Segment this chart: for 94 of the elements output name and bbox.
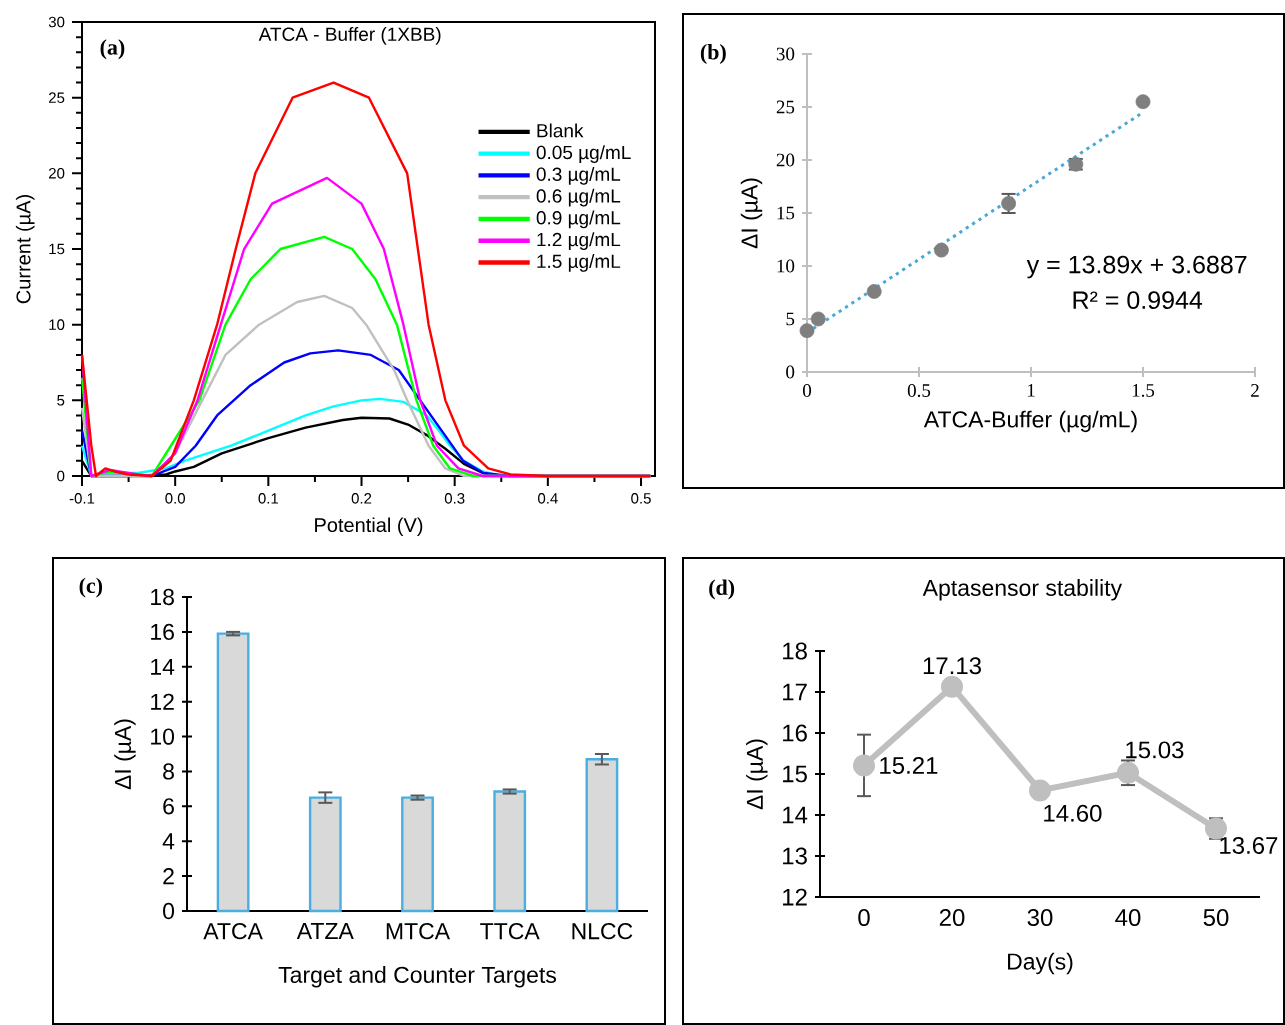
x-tick-label: -0.1 [69,493,95,504]
x-tick-label: 30 [1027,909,1053,927]
legend-label: Blank [537,123,584,138]
legend-label: 0.9 µg/mL [536,210,621,229]
annotation: R² = 0.9944 [1073,291,1203,309]
y-tick-label: 12 [783,888,807,906]
x-axis-title: ATCA-Buffer (µg/mL) [923,410,1137,433]
legend-label: 0.6 µg/mL [536,188,621,207]
y-tick-label: 13 [783,847,807,865]
y-tick-label: 10 [151,728,175,745]
x-axis-title: Potential (V) [315,517,423,537]
y-tick-label: 0 [786,365,795,379]
text: (b) [700,44,726,64]
point [1029,779,1052,802]
x-tick-label: ATCA [203,923,263,940]
y-tick-label: 10 [49,319,65,330]
y-tick-label: 14 [151,658,175,675]
x-tick-label: 0.5 [907,384,931,397]
x-tick-label: 0.3 [444,493,465,504]
y-tick-label: 17 [783,683,807,701]
y-tick-label: 2 [163,868,174,885]
y-tick-label: 15 [49,243,65,255]
y-tick-label: 18 [783,642,807,660]
point [810,311,826,327]
y-tick-label: 18 [151,588,174,606]
x-tick-label: 0 [858,909,870,927]
x-tick-label: MTCA [386,923,451,940]
y-tick-label: 10 [777,259,795,273]
y-tick-label: 16 [151,623,174,641]
legend-label: 1.2 µg/mL [537,232,621,251]
y-tick-label: 0 [57,470,65,482]
x-tick-label: 1 [1027,384,1035,397]
x-tick-label: 0.5 [631,493,651,504]
data-label: 13.67 [1220,836,1278,854]
chart-title: Aptasensor stability [922,579,1123,601]
point [1135,94,1151,110]
annotation: (a) [100,39,125,60]
text: (d) [709,579,735,600]
data-label: 14.60 [1044,804,1102,822]
legend-label: 0.05 µg/mL [536,145,631,163]
y-tick-label: 30 [776,47,795,61]
y-tick-label: 20 [49,168,65,179]
bar [585,758,619,913]
data-label: 15.21 [880,756,938,774]
legend-label: 0.3 µg/mL [536,167,621,185]
x-tick-label: 50 [1203,909,1229,927]
x-tick-label: 40 [1115,909,1141,927]
x-tick-label: 2 [1251,384,1259,397]
y-tick-label: 15 [783,765,807,783]
x-tick-label: TTCA [480,923,540,940]
y-tick-label: 4 [162,833,175,850]
y-tick-label: 25 [49,92,65,103]
data-label: 17.13 [923,657,981,675]
x-tick-label: 20 [939,909,965,927]
point [1001,196,1017,211]
y-tick-label: 5 [57,395,65,406]
y-axis-title: Current (µA) [15,195,35,304]
y-tick-label: 12 [151,693,174,710]
bar [401,796,434,913]
y-tick-label: 14 [783,806,808,824]
point [941,675,964,698]
x-tick-label: NLCC [572,923,633,940]
bar [493,790,527,913]
bar [308,796,342,913]
y-tick-label: 20 [776,153,795,167]
bar [216,632,250,913]
y-tick-label: 15 [777,206,795,220]
x-tick-label: 0.0 [165,493,186,504]
y-tick-label: 6 [163,798,174,815]
annotation: y = 13.89x + 3.6887 [1026,255,1247,279]
point [799,323,815,339]
x-axis-title: Day(s) [1008,952,1073,975]
point [866,284,882,299]
y-tick-label: 30 [48,16,65,28]
data-label: 15.03 [1126,741,1184,759]
text: (c) [79,577,103,598]
y-axis-title: ΔI (µA) [114,719,136,790]
y-tick-label: 25 [776,100,795,114]
x-tick-label: 1.5 [1132,384,1155,397]
y-tick-label: 5 [786,312,795,326]
y-tick-label: 16 [783,724,807,742]
chart-title: ATCA - Buffer (1XBB) [258,27,441,45]
x-tick-label: 0.4 [538,493,558,504]
x-tick-label: 0.2 [351,493,372,504]
y-axis-title: ΔI (µA) [746,739,768,810]
point [853,754,876,777]
point [934,242,949,258]
x-tick-label: 0.1 [258,493,279,504]
legend-label: 1.5 µg/mL [537,254,621,272]
y-tick-label: 8 [163,763,174,780]
x-tick-label: ATZA [296,923,354,939]
x-axis-title: Target and Counter Targets [278,966,556,988]
y-axis-title: ΔI (µA) [740,178,763,249]
line-series [80,81,652,478]
